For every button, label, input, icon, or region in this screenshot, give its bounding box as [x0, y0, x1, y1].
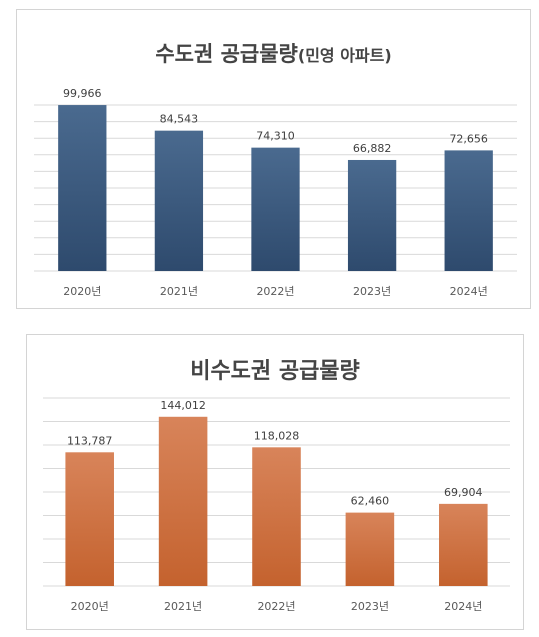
- x-tick-label: 2022년: [256, 285, 294, 298]
- data-label: 113,787: [67, 434, 113, 447]
- x-tick-label: 2023년: [351, 600, 389, 613]
- chart-panel-non-capital: 비수도권 공급물량 113,787 2020년 144,012 2021년 118,02…: [26, 334, 524, 630]
- bar-2023: [345, 512, 395, 586]
- chart-title: 비수도권 공급물량: [190, 359, 360, 384]
- chart-panel-capital: 수도권 공급물량(민영 아파트) 99,966 2020년 84,543 2021년 7…: [16, 9, 531, 309]
- bar-2022: [251, 147, 300, 271]
- bar-2023: [347, 159, 397, 271]
- x-tick-label: 2020년: [63, 285, 101, 298]
- bar-2021: [158, 416, 208, 586]
- bar-2024: [444, 150, 493, 271]
- data-label: 72,656: [449, 132, 488, 145]
- bar-chart-non-capital: 113,787 2020년 144,012 2021년 118,028 2022년 62,4…: [43, 397, 510, 613]
- data-label: 69,904: [444, 486, 483, 499]
- x-tick-label: 2024년: [450, 285, 488, 298]
- data-label: 66,882: [353, 142, 392, 155]
- bar-2020: [65, 452, 114, 586]
- x-tick-label: 2022년: [257, 600, 295, 613]
- chart-title: 수도권 공급물량(민영 아파트): [17, 38, 530, 68]
- x-tick-label: 2021년: [160, 285, 198, 298]
- bar-chart-capital: 99,966 2020년 84,543 2021년 74,310 2022년 66,882 2…: [34, 87, 517, 298]
- x-tick-label: 2021년: [164, 600, 202, 613]
- chart-title-main: 수도권 공급물량: [155, 42, 298, 66]
- data-label: 99,966: [63, 87, 102, 100]
- data-label: 84,543: [160, 113, 199, 126]
- bar-2021: [154, 130, 204, 271]
- chart-subtitle: (민영 아파트): [297, 46, 392, 65]
- bar-2024: [439, 503, 488, 586]
- data-label: 144,012: [160, 399, 206, 412]
- data-label: 62,460: [351, 495, 390, 508]
- data-label: 118,028: [254, 429, 300, 442]
- x-tick-label: 2023년: [353, 285, 391, 298]
- bar-2022: [252, 447, 301, 586]
- data-label: 74,310: [256, 130, 295, 143]
- x-tick-label: 2020년: [71, 600, 109, 613]
- bar-2020: [58, 105, 107, 271]
- x-tick-label: 2024년: [444, 600, 482, 613]
